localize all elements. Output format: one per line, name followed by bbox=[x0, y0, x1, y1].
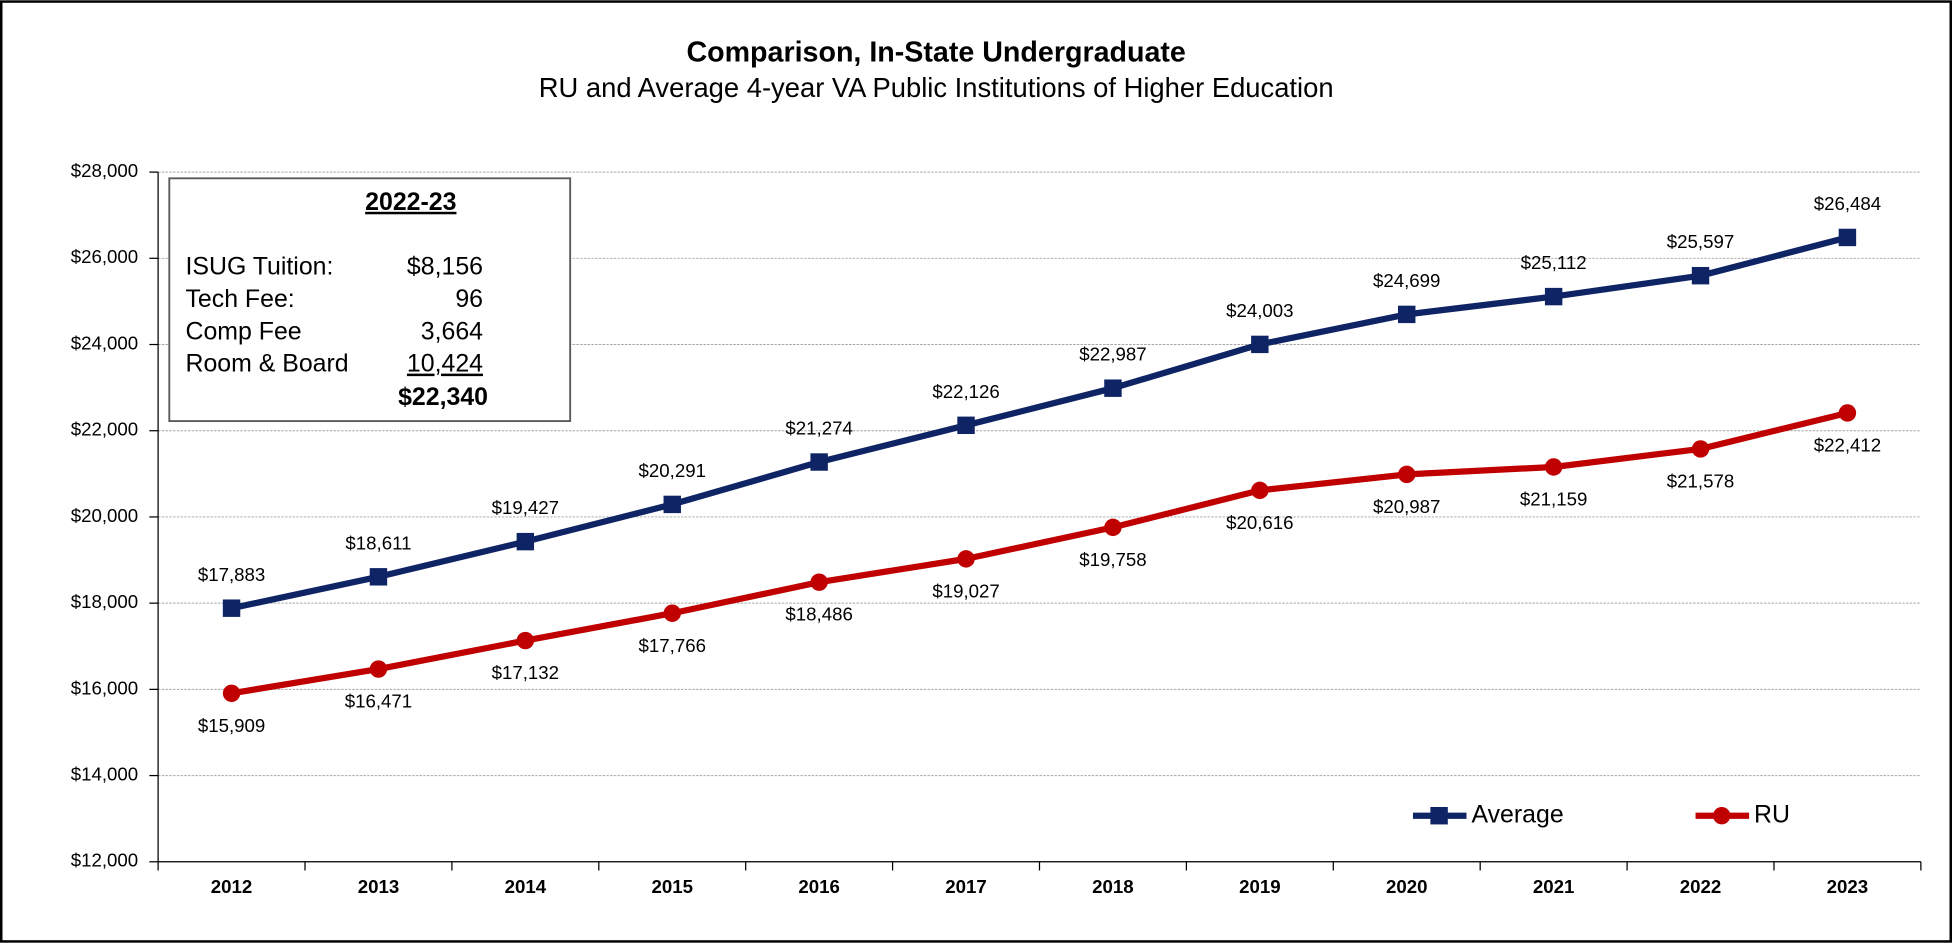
legend-label: Average bbox=[1471, 800, 1563, 828]
y-tick-label: $26,000 bbox=[71, 246, 138, 267]
x-tick-label: 2020 bbox=[1386, 876, 1428, 897]
data-label: $17,132 bbox=[492, 662, 559, 683]
data-point bbox=[663, 604, 681, 622]
y-tick-label: $14,000 bbox=[71, 764, 138, 785]
annotation-box bbox=[168, 177, 572, 423]
x-tick-label: 2017 bbox=[945, 876, 987, 897]
data-point bbox=[1251, 335, 1269, 354]
chart-subtitle: RU and Average 4-year VA Public Institut… bbox=[539, 72, 1334, 103]
series-line bbox=[230, 234, 1849, 612]
data-label: $18,611 bbox=[345, 532, 411, 553]
data-point bbox=[222, 684, 241, 702]
data-label: $16,471 bbox=[345, 691, 412, 712]
data-point bbox=[957, 416, 975, 435]
data-label: $20,291 bbox=[639, 460, 706, 481]
y-tick-label: $12,000 bbox=[71, 850, 138, 871]
chart-title: Comparison, In-State Undergraduate bbox=[686, 36, 1185, 68]
data-point bbox=[516, 631, 535, 650]
data-point bbox=[1544, 458, 1563, 476]
data-point bbox=[1398, 465, 1416, 484]
y-tick-label: $20,000 bbox=[71, 505, 138, 526]
x-tick-label: 2013 bbox=[358, 876, 400, 897]
x-tick-label: 2022 bbox=[1680, 876, 1722, 897]
y-tick-label: $22,000 bbox=[71, 419, 138, 440]
data-point bbox=[1838, 404, 1857, 422]
data-point bbox=[810, 573, 828, 591]
annotation-total: $22,340 bbox=[398, 383, 488, 411]
data-label: $22,126 bbox=[932, 381, 999, 402]
data-point bbox=[957, 550, 975, 568]
data-label: $22,987 bbox=[1079, 344, 1146, 365]
data-label: $21,159 bbox=[1520, 489, 1587, 510]
data-label: $24,699 bbox=[1373, 270, 1440, 291]
x-tick-label: 2018 bbox=[1092, 876, 1134, 897]
x-tick-label: 2023 bbox=[1827, 876, 1869, 897]
annotation-label: Comp Fee bbox=[185, 317, 301, 345]
data-point bbox=[810, 453, 828, 471]
annotation-label: Room & Board bbox=[185, 350, 348, 378]
data-label: $20,987 bbox=[1373, 496, 1440, 517]
data-label: $24,003 bbox=[1226, 300, 1293, 321]
data-point bbox=[1691, 266, 1710, 285]
data-point bbox=[1104, 379, 1122, 397]
data-point bbox=[1838, 228, 1857, 247]
x-tick-label: 2016 bbox=[798, 876, 840, 897]
annotation-value: $8,156 bbox=[407, 253, 483, 281]
data-label: $17,883 bbox=[198, 564, 265, 585]
annotation-label: Tech Fee: bbox=[185, 285, 294, 313]
x-tick-label: 2015 bbox=[651, 876, 693, 897]
y-tick-label: $28,000 bbox=[71, 160, 138, 181]
annotation-value: 10,424 bbox=[407, 350, 483, 378]
annotation-value: 96 bbox=[455, 285, 483, 313]
legend-label: RU bbox=[1754, 800, 1790, 828]
data-label: $21,578 bbox=[1667, 470, 1734, 491]
data-point bbox=[1544, 287, 1563, 306]
data-point bbox=[663, 495, 681, 514]
data-label: $19,758 bbox=[1079, 549, 1146, 570]
annotation-value: 3,664 bbox=[421, 317, 483, 345]
data-label: $19,027 bbox=[932, 580, 999, 601]
y-tick-label: $18,000 bbox=[71, 591, 138, 612]
data-point bbox=[516, 532, 535, 551]
data-label: $17,766 bbox=[639, 635, 706, 656]
data-point bbox=[369, 660, 388, 678]
legend-marker bbox=[1430, 807, 1448, 825]
data-label: $25,597 bbox=[1667, 231, 1734, 252]
data-label: $26,484 bbox=[1814, 193, 1881, 214]
x-tick-label: 2019 bbox=[1239, 876, 1281, 897]
data-point bbox=[222, 599, 241, 617]
data-label: $18,486 bbox=[785, 604, 852, 625]
annotation-title: 2022-23 bbox=[365, 188, 456, 216]
series-line bbox=[231, 409, 1849, 697]
data-point bbox=[1104, 518, 1122, 537]
legend-marker bbox=[1712, 807, 1731, 825]
y-tick-label: $24,000 bbox=[71, 332, 138, 353]
data-point bbox=[1251, 481, 1269, 500]
data-point bbox=[369, 568, 388, 586]
x-tick-label: 2012 bbox=[211, 876, 253, 897]
data-label: $21,274 bbox=[785, 418, 852, 439]
annotation-label: ISUG Tuition: bbox=[185, 253, 333, 281]
x-tick-label: 2014 bbox=[505, 876, 547, 897]
y-tick-label: $16,000 bbox=[71, 677, 138, 698]
data-label: $19,427 bbox=[492, 497, 559, 518]
data-label: $25,112 bbox=[1521, 252, 1587, 273]
data-label: $22,412 bbox=[1814, 435, 1881, 456]
data-label: $15,909 bbox=[198, 715, 265, 736]
data-point bbox=[1398, 305, 1416, 324]
data-label: $20,616 bbox=[1226, 512, 1293, 533]
data-point bbox=[1691, 440, 1710, 458]
x-tick-label: 2021 bbox=[1533, 876, 1575, 897]
